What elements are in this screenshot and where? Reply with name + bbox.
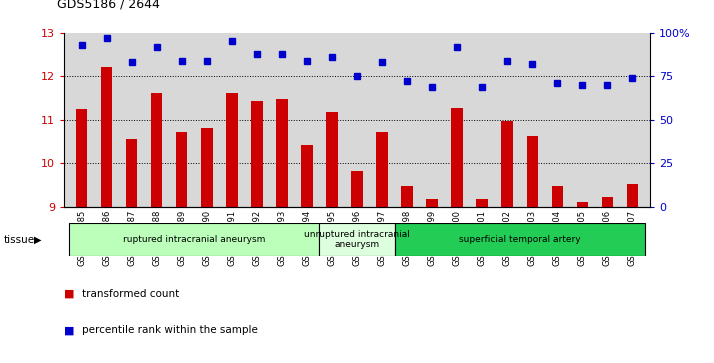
- Text: tissue: tissue: [4, 234, 35, 245]
- Text: GDS5186 / 2644: GDS5186 / 2644: [57, 0, 160, 11]
- Bar: [126, 139, 137, 207]
- Bar: [451, 107, 463, 207]
- Bar: [401, 186, 413, 207]
- Text: ruptured intracranial aneurysm: ruptured intracranial aneurysm: [124, 235, 266, 244]
- Text: transformed count: transformed count: [82, 289, 179, 299]
- Bar: [602, 197, 613, 207]
- Bar: [551, 186, 563, 207]
- Bar: [251, 102, 263, 207]
- Bar: [351, 171, 363, 207]
- Bar: [319, 223, 395, 256]
- Text: superficial temporal artery: superficial temporal artery: [459, 235, 580, 244]
- Bar: [76, 109, 87, 207]
- Text: ■: ■: [64, 289, 75, 299]
- Bar: [627, 184, 638, 207]
- Bar: [176, 132, 188, 207]
- Text: percentile rank within the sample: percentile rank within the sample: [82, 325, 258, 335]
- Text: unruptured intracranial
aneurysm: unruptured intracranial aneurysm: [304, 230, 410, 249]
- Bar: [326, 112, 338, 207]
- Bar: [476, 199, 488, 207]
- Bar: [201, 128, 213, 207]
- Bar: [501, 121, 513, 207]
- Bar: [301, 145, 313, 207]
- Text: ▶: ▶: [34, 234, 41, 245]
- Bar: [426, 199, 438, 207]
- Bar: [101, 67, 112, 207]
- Bar: [526, 136, 538, 207]
- Bar: [226, 93, 238, 207]
- Bar: [376, 132, 388, 207]
- Bar: [151, 93, 163, 207]
- Bar: [395, 223, 645, 256]
- Bar: [576, 202, 588, 207]
- Text: ■: ■: [64, 325, 75, 335]
- Bar: [276, 99, 288, 207]
- Bar: [69, 223, 319, 256]
